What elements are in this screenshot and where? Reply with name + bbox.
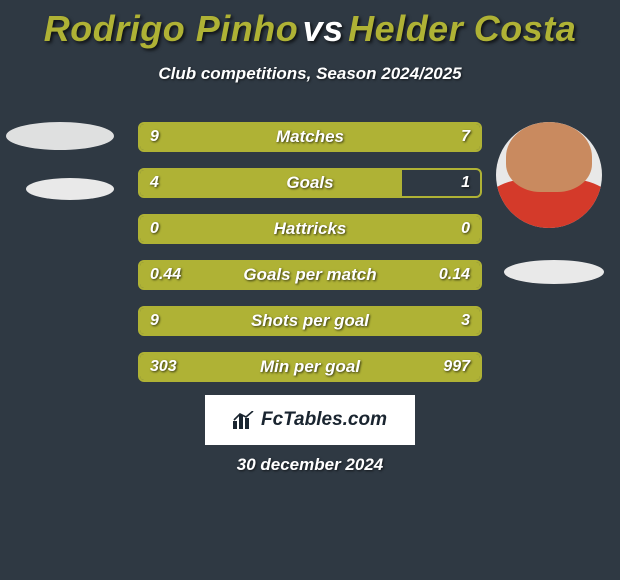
avatar-left-shadow-2 (26, 178, 114, 200)
subtitle: Club competitions, Season 2024/2025 (0, 64, 620, 84)
bar-name: Goals per match (140, 262, 480, 288)
bar-value-right: 3 (461, 308, 470, 334)
bar-row: 0.44Goals per match0.14 (138, 260, 482, 290)
player2-name: Helder Costa (348, 8, 576, 49)
bar-value-right: 997 (443, 354, 470, 380)
bar-row: 9Shots per goal3 (138, 306, 482, 336)
comparison-title: Rodrigo Pinho vs Helder Costa (0, 0, 620, 50)
bar-name: Min per goal (140, 354, 480, 380)
avatar-right-shadow (504, 260, 604, 284)
player2-avatar (496, 122, 602, 228)
bar-value-right: 7 (461, 124, 470, 150)
comparison-bars: 9Matches7 4Goals1 0Hattricks0 0.44Goals per… (138, 122, 482, 398)
bar-row: 9Matches7 (138, 122, 482, 152)
site-logo: FcTables.com (205, 395, 415, 445)
bar-name: Goals (140, 170, 480, 196)
date-text: 30 december 2024 (0, 455, 620, 475)
bar-row: 4Goals1 (138, 168, 482, 198)
logo-text: FcTables.com (261, 409, 387, 431)
avatar-left-shadow (6, 122, 114, 150)
bar-name: Matches (140, 124, 480, 150)
bar-value-right: 0.14 (439, 262, 470, 288)
bar-value-right: 0 (461, 216, 470, 242)
vs-text: vs (303, 8, 344, 49)
chart-icon (233, 411, 255, 429)
bar-row: 303Min per goal997 (138, 352, 482, 382)
bar-value-right: 1 (461, 170, 470, 196)
bar-name: Hattricks (140, 216, 480, 242)
bar-row: 0Hattricks0 (138, 214, 482, 244)
bar-name: Shots per goal (140, 308, 480, 334)
player1-name: Rodrigo Pinho (44, 8, 298, 49)
